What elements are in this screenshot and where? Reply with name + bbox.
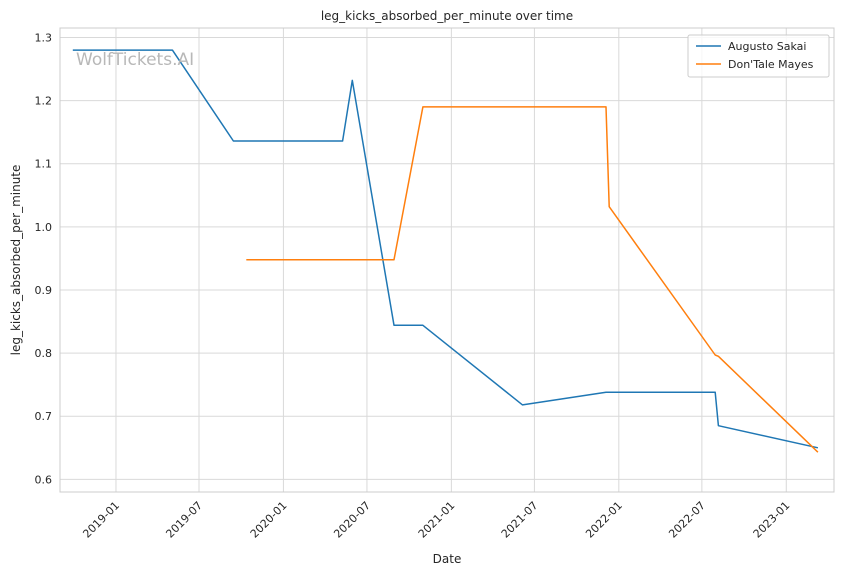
series-group bbox=[72, 49, 819, 453]
y-tick-label: 0.9 bbox=[35, 284, 53, 297]
y-tick-label: 0.8 bbox=[35, 347, 53, 360]
plot-frame bbox=[59, 27, 835, 493]
y-tick-label: 1.3 bbox=[35, 31, 53, 44]
x-tick-label: 2020-07 bbox=[331, 499, 373, 541]
legend-label-augusto-sakai: Augusto Sakai bbox=[728, 40, 806, 53]
x-tick-label: 2021-07 bbox=[499, 499, 541, 541]
series-line-1 bbox=[246, 106, 819, 453]
y-tick-label: 1.2 bbox=[35, 95, 53, 108]
x-tick-label: 2023-01 bbox=[751, 499, 793, 541]
watermark-text: WolfTickets.AI bbox=[76, 50, 194, 70]
y-tick-label: 1.1 bbox=[35, 158, 53, 171]
series-line-0 bbox=[72, 49, 819, 449]
legend: Augusto Sakai Don'Tale Mayes bbox=[687, 34, 830, 78]
x-tick-label: 2019-07 bbox=[163, 499, 205, 541]
y-tick-label: 0.6 bbox=[35, 473, 53, 486]
plot-background bbox=[60, 28, 834, 492]
legend-box bbox=[687, 34, 830, 78]
x-tick-label: 2020-01 bbox=[248, 499, 290, 541]
y-tick-label: 0.7 bbox=[35, 410, 53, 423]
x-tick-label: 2021-01 bbox=[416, 499, 458, 541]
x-tick-label: 2019-01 bbox=[80, 499, 122, 541]
x-axis-title: Date bbox=[433, 552, 462, 566]
x-tick-label: 2022-07 bbox=[666, 499, 708, 541]
chart-title: leg_kicks_absorbed_per_minute over time bbox=[321, 9, 573, 23]
x-tick-label: 2022-01 bbox=[583, 499, 625, 541]
legend-label-dontale-mayes: Don'Tale Mayes bbox=[728, 58, 814, 71]
y-tick-label: 1.0 bbox=[35, 221, 53, 234]
y-axis-title: leg_kicks_absorbed_per_minute bbox=[9, 165, 23, 356]
